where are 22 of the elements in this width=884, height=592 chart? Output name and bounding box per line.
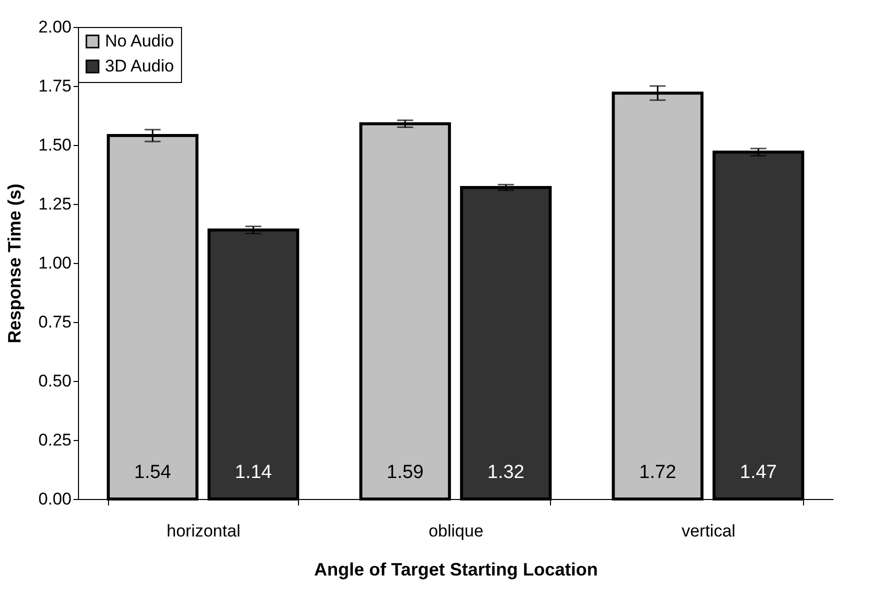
x-tick-label: vertical xyxy=(682,522,736,540)
y-tick-label: 0.25 xyxy=(38,430,72,450)
y-tick-label: 2.00 xyxy=(38,18,72,36)
data-label: 1.72 xyxy=(639,462,676,483)
data-label: 1.47 xyxy=(740,462,777,483)
y-tick-label: 0.75 xyxy=(38,312,72,332)
y-axis-title: Response Time (s) xyxy=(4,184,24,344)
data-label: 1.54 xyxy=(134,462,172,483)
data-label: 1.32 xyxy=(487,462,524,483)
x-tick-label: oblique xyxy=(428,522,484,540)
y-tick-label: 1.75 xyxy=(38,76,72,96)
legend-label: 3D Audio xyxy=(105,56,174,76)
y-tick-label: 1.00 xyxy=(38,254,72,272)
data-label: 1.59 xyxy=(386,462,424,483)
y-tick-label: 1.25 xyxy=(38,194,72,214)
x-axis-title: Angle of Target Starting Location xyxy=(314,560,598,580)
y-tick-label: 0.50 xyxy=(38,372,72,390)
y-tick-label: 1.50 xyxy=(38,136,72,154)
data-label: 1.14 xyxy=(234,462,272,483)
legend-label: No Audio xyxy=(105,32,174,50)
x-tick-label: horizontal xyxy=(166,522,240,540)
y-tick-label: 0.00 xyxy=(38,490,72,508)
